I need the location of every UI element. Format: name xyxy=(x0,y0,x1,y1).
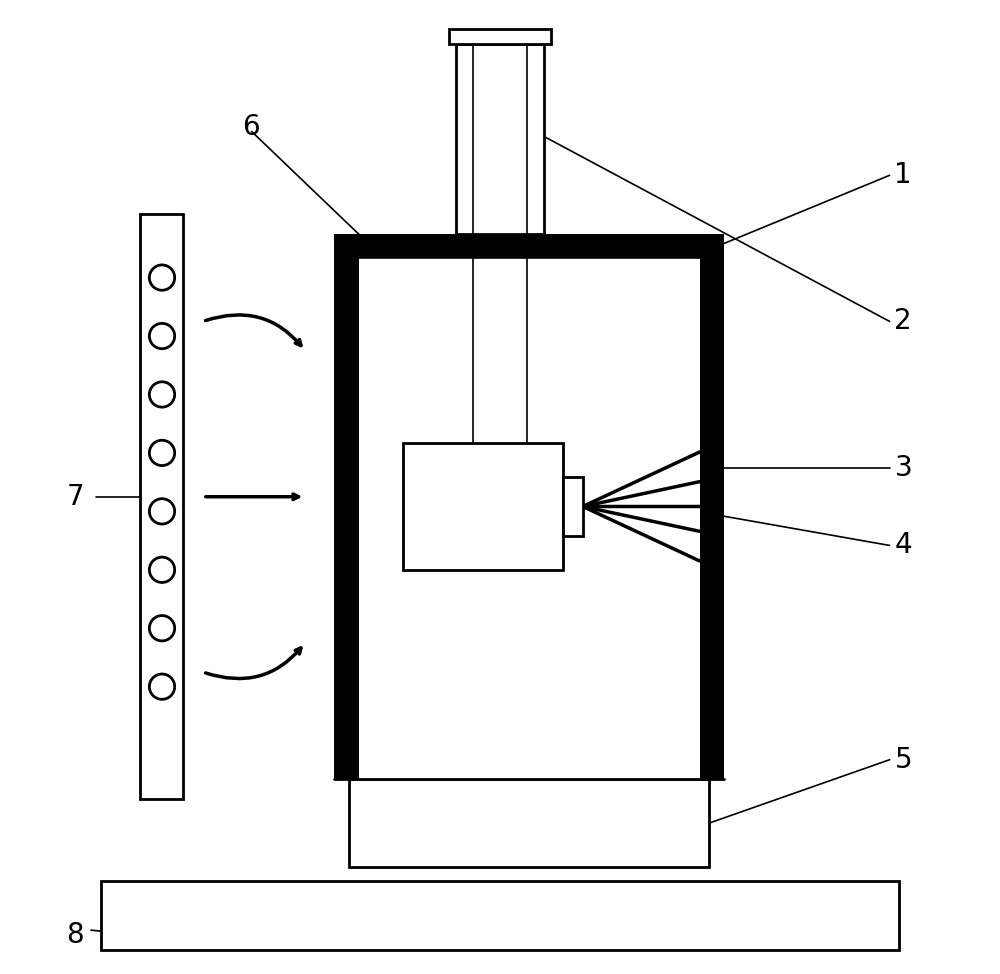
Text: 4: 4 xyxy=(894,532,912,559)
Text: 5: 5 xyxy=(894,746,912,773)
Bar xyxy=(359,234,700,779)
Text: 3: 3 xyxy=(894,454,912,481)
Bar xyxy=(449,29,551,44)
Bar xyxy=(700,234,724,779)
Bar xyxy=(101,881,899,950)
Text: 8: 8 xyxy=(67,921,84,949)
Bar xyxy=(334,234,724,258)
Bar xyxy=(403,443,563,570)
Text: 2: 2 xyxy=(894,308,912,335)
Bar xyxy=(140,214,183,799)
Bar xyxy=(456,44,544,234)
Text: 7: 7 xyxy=(67,483,84,510)
Bar xyxy=(563,477,583,536)
Bar xyxy=(334,234,359,779)
Text: 1: 1 xyxy=(894,162,912,189)
Bar xyxy=(349,779,709,867)
Text: 6: 6 xyxy=(242,113,260,140)
